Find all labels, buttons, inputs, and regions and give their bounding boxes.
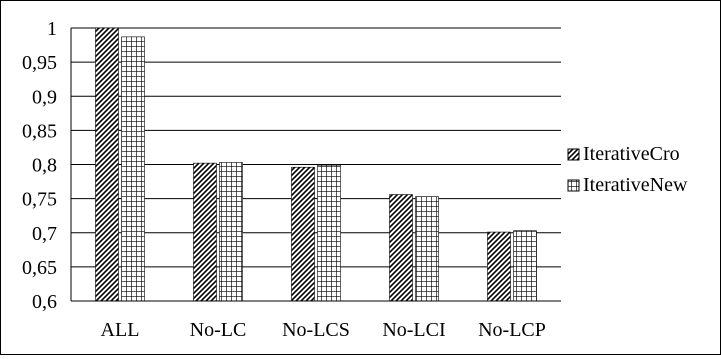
bar-IterativeCro-No-LCS [291,166,315,302]
bar-IterativeNew-No-LC [219,162,243,302]
x-tick-label: ALL [101,319,140,341]
axes [70,28,561,302]
bar-IterativeCro-No-LC [193,162,217,302]
bar-IterativeNew-No-LCP [513,230,537,302]
x-tick-label: No-LC [190,319,247,341]
legend-label: IterativeCro [583,143,680,165]
x-tick-label: No-LCI [382,319,445,341]
y-tick-label: 0,65 [22,257,57,279]
x-tick-label: No-LCP [478,319,546,341]
y-tick-label: 0,7 [32,223,57,245]
gridlines [71,27,561,302]
bar-IterativeCro-No-LCI [389,194,413,302]
tick-labels: 0,6 0,65 0,7 0,75 0,8 0,85 0,9 0,95 1 ALL No-LC No-… [22,18,546,341]
bar-IterativeNew-ALL [121,36,145,302]
bars [95,27,537,302]
y-tick-label: 0,75 [22,189,57,211]
y-tick-label: 0,8 [32,155,57,177]
bar-IterativeCro-ALL [95,27,119,302]
y-tick-label: 1 [47,18,57,40]
legend-swatch [567,148,580,161]
legend-swatch [567,179,580,192]
legend-label: IterativeNew [583,174,688,196]
y-tick-label: 0,9 [32,86,57,108]
y-tick-label: 0,85 [22,120,57,142]
bar-IterativeNew-No-LCI [415,196,439,302]
y-tick-label: 0,6 [32,291,57,313]
y-tick-label: 0,95 [22,52,57,74]
bar-IterativeCro-No-LCP [487,231,511,302]
x-tick-label: No-LCS [282,319,350,341]
bar-IterativeNew-No-LCS [317,164,341,302]
legend: IterativeCro IterativeNew [567,143,688,196]
